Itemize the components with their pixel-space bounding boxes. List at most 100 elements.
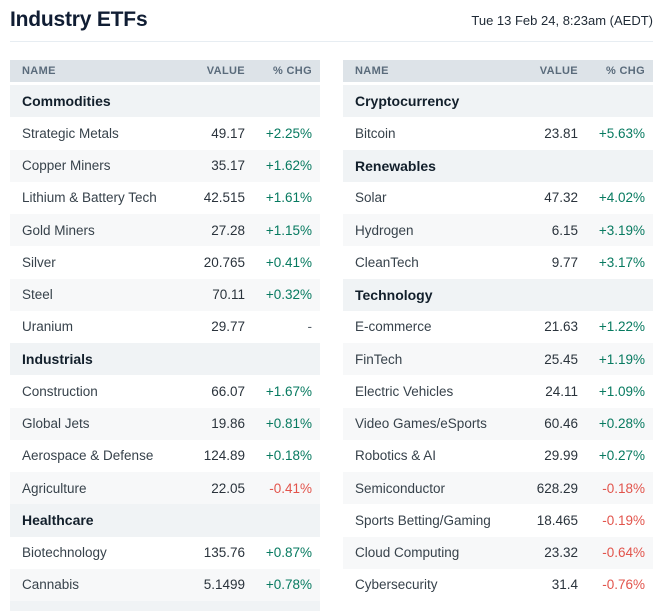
etf-value: 135.76 bbox=[203, 545, 245, 561]
next-section-header-partial bbox=[10, 601, 320, 611]
etf-value: 124.89 bbox=[203, 448, 245, 464]
etf-change: +1.19% bbox=[598, 351, 645, 367]
etf-row-fintech[interactable]: FinTech 25.45 +1.19% bbox=[343, 343, 653, 376]
etf-change: -0.64% bbox=[602, 545, 645, 561]
etf-value: 20.765 bbox=[203, 254, 245, 270]
column-header-chg: % CHG bbox=[605, 65, 645, 77]
etf-row-sports-betting-gaming[interactable]: Sports Betting/Gaming 18.465 -0.19% bbox=[343, 504, 653, 537]
etf-name: Solar bbox=[355, 190, 387, 206]
etf-value: 23.32 bbox=[544, 545, 578, 561]
section-title: Cryptocurrency bbox=[355, 93, 460, 110]
etf-row-construction[interactable]: Construction 66.07 +1.67% bbox=[10, 375, 320, 408]
etf-row-biotechnology[interactable]: Biotechnology 135.76 +0.87% bbox=[10, 536, 320, 569]
etf-row-bitcoin[interactable]: Bitcoin 23.81 +5.63% bbox=[343, 117, 653, 150]
etf-change: +1.62% bbox=[265, 158, 312, 174]
etf-row-aerospace-defense[interactable]: Aerospace & Defense 124.89 +0.18% bbox=[10, 439, 320, 472]
etf-name: Semiconductor bbox=[355, 480, 446, 496]
column-header-value: VALUE bbox=[206, 65, 245, 77]
etf-name: Sports Betting/Gaming bbox=[355, 512, 491, 528]
etf-row-silver[interactable]: Silver 20.765 +0.41% bbox=[10, 246, 320, 279]
section-header-renewables: Renewables bbox=[343, 149, 653, 182]
column-header-chg: % CHG bbox=[272, 65, 312, 77]
section-title: Commodities bbox=[22, 93, 111, 110]
etf-row-video-games-esports[interactable]: Video Games/eSports 60.46 +0.28% bbox=[343, 407, 653, 440]
etf-change: - bbox=[307, 319, 313, 335]
etf-row-agriculture[interactable]: Agriculture 22.05 -0.41% bbox=[10, 472, 320, 505]
etf-value: 6.15 bbox=[551, 222, 578, 238]
etf-change: +1.15% bbox=[265, 222, 312, 238]
etf-change: +0.18% bbox=[265, 448, 312, 464]
column-header-value: VALUE bbox=[539, 65, 578, 77]
etf-row-hydrogen[interactable]: Hydrogen 6.15 +3.19% bbox=[343, 214, 653, 247]
etf-change: +0.27% bbox=[598, 448, 645, 464]
section-title: Technology bbox=[355, 286, 433, 303]
etf-change: +3.17% bbox=[598, 254, 645, 270]
section-title: Industrials bbox=[22, 351, 93, 368]
etf-row-solar[interactable]: Solar 47.32 +4.02% bbox=[343, 181, 653, 214]
etf-value: 21.63 bbox=[544, 319, 578, 335]
etf-change: +1.22% bbox=[598, 319, 645, 335]
etf-row-global-jets[interactable]: Global Jets 19.86 +0.81% bbox=[10, 407, 320, 440]
etf-row-cleantech[interactable]: CleanTech 9.77 +3.17% bbox=[343, 246, 653, 279]
etf-change: +4.02% bbox=[598, 190, 645, 206]
etf-name: Strategic Metals bbox=[22, 125, 119, 141]
etf-name: Cloud Computing bbox=[355, 545, 460, 561]
section-header-technology: Technology bbox=[343, 278, 653, 311]
etf-row-lithium-battery-tech[interactable]: Lithium & Battery Tech 42.515 +1.61% bbox=[10, 181, 320, 214]
etf-row-gold-miners[interactable]: Gold Miners 27.28 +1.15% bbox=[10, 214, 320, 247]
etf-change: +5.63% bbox=[598, 125, 645, 141]
table-header-row: NAME VALUE % CHG bbox=[10, 60, 320, 82]
etf-change: +0.28% bbox=[598, 416, 645, 432]
etf-row-steel[interactable]: Steel 70.11 +0.32% bbox=[10, 278, 320, 311]
etf-change: +0.32% bbox=[265, 287, 312, 303]
etf-value: 60.46 bbox=[544, 416, 578, 432]
header-divider bbox=[10, 41, 653, 42]
etf-name: Lithium & Battery Tech bbox=[22, 190, 157, 206]
etf-change: +0.81% bbox=[265, 416, 312, 432]
etf-table-right: NAME VALUE % CHG Cryptocurrency Bitcoin … bbox=[343, 60, 653, 611]
etf-name: FinTech bbox=[355, 351, 403, 367]
etf-value: 29.77 bbox=[211, 319, 245, 335]
etf-value: 66.07 bbox=[211, 383, 245, 399]
etf-row-uranium[interactable]: Uranium 29.77 - bbox=[10, 310, 320, 343]
etf-row-cloud-computing[interactable]: Cloud Computing 23.32 -0.64% bbox=[343, 536, 653, 569]
etf-value: 19.86 bbox=[211, 416, 245, 432]
section-title: Renewables bbox=[355, 157, 436, 174]
etf-change: -0.76% bbox=[602, 577, 645, 593]
etf-row-electric-vehicles[interactable]: Electric Vehicles 24.11 +1.09% bbox=[343, 375, 653, 408]
etf-row-semiconductor[interactable]: Semiconductor 628.29 -0.18% bbox=[343, 472, 653, 505]
etf-value: 628.29 bbox=[536, 480, 578, 496]
timestamp: Tue 13 Feb 24, 8:23am (AEDT) bbox=[471, 13, 653, 28]
etf-row-cybersecurity[interactable]: Cybersecurity 31.4 -0.76% bbox=[343, 568, 653, 601]
etf-value: 29.99 bbox=[544, 448, 578, 464]
etf-value: 47.32 bbox=[544, 190, 578, 206]
column-header-name: NAME bbox=[22, 65, 56, 77]
etf-name: Steel bbox=[22, 287, 53, 303]
etf-name: Video Games/eSports bbox=[355, 416, 487, 432]
etf-change: +0.87% bbox=[265, 545, 312, 561]
etf-change: -0.41% bbox=[269, 480, 312, 496]
etf-name: E-commerce bbox=[355, 319, 432, 335]
etf-row-e-commerce[interactable]: E-commerce 21.63 +1.22% bbox=[343, 310, 653, 343]
section-title: Healthcare bbox=[22, 512, 94, 529]
etf-row-robotics-ai[interactable]: Robotics & AI 29.99 +0.27% bbox=[343, 439, 653, 472]
etf-row-strategic-metals[interactable]: Strategic Metals 49.17 +2.25% bbox=[10, 117, 320, 150]
etf-value: 31.4 bbox=[551, 577, 578, 593]
etf-value: 25.45 bbox=[544, 351, 578, 367]
section-header-cryptocurrency: Cryptocurrency bbox=[343, 85, 653, 118]
etf-tables-container: NAME VALUE % CHG Commodities Strategic M… bbox=[10, 60, 653, 611]
etf-row-copper-miners[interactable]: Copper Miners 35.17 +1.62% bbox=[10, 149, 320, 182]
etf-name: Electric Vehicles bbox=[355, 383, 454, 399]
etf-name: Aerospace & Defense bbox=[22, 448, 154, 464]
etf-table-left: NAME VALUE % CHG Commodities Strategic M… bbox=[10, 60, 320, 611]
etf-name: Cybersecurity bbox=[355, 577, 438, 593]
etf-name: Biotechnology bbox=[22, 545, 107, 561]
etf-change: -0.18% bbox=[602, 480, 645, 496]
page-title: Industry ETFs bbox=[10, 8, 148, 31]
etf-value: 24.11 bbox=[545, 383, 578, 399]
etf-name: Bitcoin bbox=[355, 125, 396, 141]
etf-row-cannabis[interactable]: Cannabis 5.1499 +0.78% bbox=[10, 568, 320, 601]
etf-name: Construction bbox=[22, 383, 98, 399]
etf-change: +0.41% bbox=[265, 254, 312, 270]
etf-name: Hydrogen bbox=[355, 222, 414, 238]
